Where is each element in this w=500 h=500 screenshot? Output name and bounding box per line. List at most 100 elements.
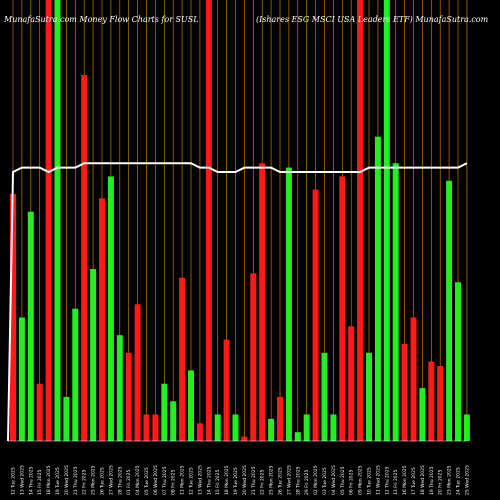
- x-tick-label: 21 Thu 2025: [251, 466, 257, 495]
- volume-bar: [45, 0, 52, 441]
- volume-bar: [348, 326, 355, 441]
- volume-bar: [99, 198, 105, 441]
- x-tick-label: 19 Thu 2025: [429, 466, 435, 495]
- x-tick-label: 21 Thu 2025: [73, 466, 79, 495]
- volume-bar: [241, 436, 248, 441]
- price-line: [7, 162, 468, 442]
- volume-bar: [392, 163, 399, 441]
- x-tick-label: 15 Fri 2025: [215, 469, 221, 495]
- volume-bar: [428, 361, 435, 441]
- volume-bar: [196, 423, 203, 441]
- x-tick-label: 17 Tue 2025: [411, 467, 417, 495]
- x-tick-label: 26 Tue 2025: [278, 467, 284, 495]
- volume-bar: [259, 163, 266, 441]
- volume-bar: [285, 167, 292, 441]
- volume-bar: [134, 304, 141, 441]
- volume-bar: [277, 396, 283, 441]
- volume-bar: [303, 414, 310, 441]
- volume-bar: [10, 194, 16, 441]
- x-tick-label: 06 Fri 2025: [349, 469, 355, 495]
- x-tick-label: 10 Tue 2025: [367, 467, 373, 495]
- x-tick-label: 20 Fri 2025: [438, 469, 444, 495]
- volume-bar: [125, 352, 132, 441]
- x-tick-label: 14 Thu 2025: [206, 466, 212, 495]
- volume-bar: [357, 0, 364, 441]
- volume-bar: [188, 370, 194, 441]
- volume-bar: [455, 282, 461, 441]
- x-tick-label: 25 Mon 2025: [91, 465, 97, 495]
- volume-bar: [312, 189, 319, 441]
- volume-bar: [161, 383, 168, 441]
- x-tick-label: 22 Fri 2025: [82, 469, 88, 495]
- x-tick-label: 04 Wed 2025: [331, 465, 337, 495]
- x-tick-label: 11 Wed 2025: [375, 465, 381, 495]
- volume-bar: [383, 0, 390, 441]
- x-tick-label: 27 Wed 2025: [108, 465, 114, 495]
- volume-bar: [27, 211, 34, 441]
- volume-bar: [179, 277, 186, 441]
- volume-bar: [437, 366, 444, 441]
- x-tick-label: 08 Fri 2025: [171, 469, 177, 495]
- volume-bar: [36, 383, 43, 441]
- volume-bar: [116, 335, 123, 441]
- volume-bar: [268, 418, 275, 441]
- x-tick-label: 20 Wed 2025: [64, 465, 70, 495]
- volume-bar: [205, 0, 212, 441]
- x-tick-label: 27 Wed 2025: [286, 465, 292, 495]
- volume-bar: [170, 401, 177, 441]
- volume-bar: [54, 0, 61, 441]
- x-tick-label: 04 Mon 2025: [135, 465, 141, 495]
- volume-bar: [374, 136, 381, 441]
- volume-bar: [72, 308, 79, 441]
- x-axis-labels: 12 Tue 2025 13 Wed 2025 14 Thu 2025 15 Fri …: [11, 465, 471, 495]
- volume-bar: [463, 414, 470, 441]
- x-tick-label: 20 Wed 2025: [242, 465, 248, 495]
- x-tick-label: 12 Tue 2025: [11, 467, 17, 495]
- x-tick-label: 09 Mon 2025: [358, 465, 364, 495]
- x-tick-label: 28 Thu 2025: [117, 466, 123, 495]
- x-tick-label: 01 Fri 2025: [126, 469, 132, 495]
- x-tick-label: 13 Wed 2025: [19, 465, 25, 495]
- x-tick-label: 12 Tue 2025: [189, 467, 195, 495]
- volume-bar: [410, 317, 417, 441]
- x-tick-label: 28 Thu 2025: [295, 466, 301, 495]
- x-tick-label: 24 Tue 2025: [456, 467, 462, 495]
- x-tick-label: 11 Mon 2025: [180, 465, 186, 495]
- volume-bar: [339, 176, 346, 441]
- x-tick-label: 14 Thu 2025: [28, 466, 34, 495]
- volume-bar: [446, 180, 453, 442]
- x-tick-label: 18 Wed 2025: [420, 465, 426, 495]
- volume-bar: [401, 344, 408, 441]
- volume-bar: [81, 75, 88, 441]
- volume-bar: [214, 414, 221, 441]
- x-tick-label: 07 Thu 2025: [162, 466, 168, 495]
- x-tick-label: 19 Tue 2025: [233, 467, 239, 495]
- volume-bar: [250, 273, 257, 441]
- x-tick-label: 18 Mon 2025: [46, 465, 52, 495]
- volume-bar: [152, 414, 159, 441]
- x-tick-label: 23 Mon 2025: [447, 465, 453, 495]
- x-tick-label: 29 Fri 2025: [304, 469, 310, 495]
- x-tick-label: 19 Tue 2025: [55, 467, 61, 495]
- volume-bar: [366, 352, 372, 441]
- volume-bar: [223, 339, 230, 441]
- x-tick-label: 13 Fri 2025: [393, 469, 399, 495]
- x-tick-label: 06 Wed 2025: [153, 465, 159, 495]
- volume-bar: [232, 414, 239, 441]
- x-tick-label: 15 Fri 2025: [37, 469, 43, 495]
- volume-bars: [10, 0, 470, 442]
- volume-bar: [143, 414, 150, 441]
- volume-bar: [107, 176, 114, 441]
- x-tick-label: 05 Tue 2025: [144, 467, 150, 495]
- x-tick-label: 25 Mon 2025: [269, 465, 275, 495]
- chart-subtitle: (Ishares ESG MSCI USA Leaders ETF) Munaf…: [256, 15, 489, 24]
- x-tick-label: 12 Thu 2025: [384, 466, 390, 495]
- x-tick-label: 05 Thu 2025: [340, 466, 346, 495]
- volume-bar: [90, 269, 97, 441]
- x-tick-label: 18 Mon 2025: [224, 465, 230, 495]
- volume-bar: [321, 352, 328, 441]
- x-tick-label: 25 Wed 2025: [464, 465, 470, 495]
- x-tick-label: 22 Fri 2025: [260, 469, 266, 495]
- x-tick-label: 02 Mon 2025: [313, 465, 319, 495]
